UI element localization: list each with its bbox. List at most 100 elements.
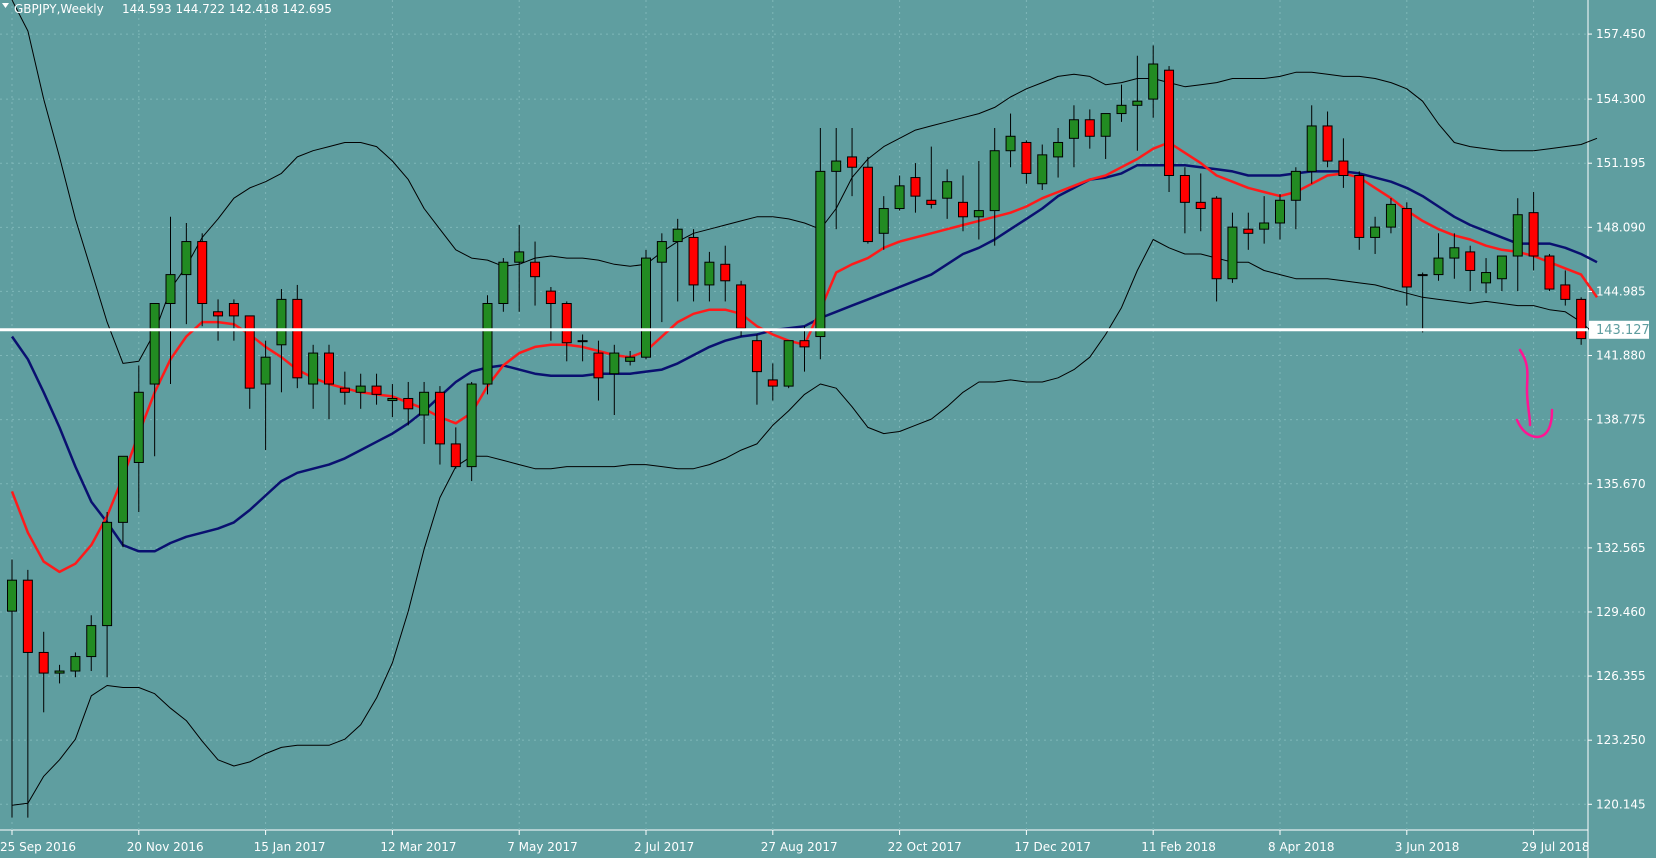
candle-body: [387, 397, 398, 402]
candle: [466, 381, 477, 482]
candle: [751, 334, 762, 405]
candle-body: [767, 379, 778, 387]
candle-body: [165, 274, 176, 305]
candle: [815, 128, 826, 360]
candle: [1385, 198, 1396, 234]
candle: [324, 344, 334, 420]
candle-body: [910, 177, 921, 197]
candle-body: [197, 241, 208, 305]
x-tick-label: 20 Nov 2016: [127, 840, 204, 854]
y-tick-label: 129.460: [1596, 605, 1646, 619]
candle-body: [942, 181, 953, 199]
candle-body: [720, 263, 731, 282]
candle-body: [1227, 226, 1238, 280]
candle: [276, 289, 287, 393]
candle: [1211, 196, 1222, 302]
candle-body: [1560, 284, 1571, 300]
candle: [1322, 111, 1333, 168]
candle: [1449, 233, 1460, 279]
candle: [1259, 196, 1270, 244]
candle-body: [1370, 226, 1381, 238]
x-tick-label: 22 Oct 2017: [888, 840, 962, 854]
symbol-title: GBPJPY,Weekly: [14, 2, 104, 16]
x-tick-label: 29 Jul 2018: [1522, 840, 1590, 854]
candle: [1116, 84, 1127, 122]
candle-body: [371, 385, 382, 395]
x-tick-label: 7 May 2017: [507, 840, 578, 854]
candle: [1021, 140, 1032, 184]
candle: [831, 128, 842, 230]
candle-body: [878, 208, 889, 234]
candle: [54, 664, 65, 684]
candle-body: [1306, 125, 1317, 172]
candle: [371, 373, 382, 405]
candle: [894, 175, 905, 211]
candle-body: [308, 352, 319, 385]
candle-body: [1401, 208, 1412, 288]
candle: [973, 161, 984, 240]
candle-body: [958, 201, 968, 218]
candle-body: [1037, 154, 1048, 185]
candle: [498, 258, 509, 312]
price-line: 143.127: [0, 320, 1650, 339]
candle-body: [276, 298, 287, 346]
candle-body: [530, 261, 541, 278]
candle-body: [54, 670, 65, 674]
candle-body: [973, 210, 984, 218]
chart-header: GBPJPY,Weekly 144.593 144.722 142.418 14…: [2, 2, 332, 16]
candle: [1370, 216, 1381, 254]
candle: [862, 156, 873, 244]
candle: [70, 652, 81, 678]
candle: [1465, 245, 1476, 292]
candle: [1354, 171, 1365, 250]
candle: [942, 169, 953, 219]
candle: [482, 295, 493, 395]
candle-body: [1481, 272, 1492, 284]
candle-body: [1259, 222, 1270, 230]
candle-body: [641, 257, 651, 358]
y-tick-label: 144.985: [1596, 284, 1646, 298]
candle: [1179, 167, 1190, 234]
candle-body: [228, 303, 239, 317]
candle-body: [1465, 251, 1476, 271]
y-tick-label: 154.300: [1596, 92, 1646, 106]
candle-body: [324, 352, 334, 385]
candle-body: [593, 352, 604, 379]
candle: [1576, 297, 1587, 345]
candle: [1068, 105, 1079, 168]
candle-body: [403, 397, 414, 410]
candle: [197, 233, 208, 327]
candle: [545, 286, 556, 341]
candle-body: [751, 340, 762, 373]
candle: [1243, 212, 1254, 250]
candle-body: [1005, 135, 1016, 152]
candle: [1560, 270, 1571, 306]
candle-body: [1290, 170, 1301, 201]
pink-arrow-annotation: [1515, 348, 1554, 439]
candle: [1433, 233, 1444, 281]
x-tick-label: 25 Sep 2016: [0, 840, 76, 854]
candle-body: [450, 443, 461, 468]
candle: [1290, 167, 1301, 230]
price-line-label-box: [1589, 320, 1649, 339]
candle: [355, 373, 366, 409]
candle: [641, 249, 651, 360]
candle: [625, 350, 636, 366]
candle-body: [1068, 119, 1079, 139]
ohlc-values: 144.593 144.722 142.418 142.695: [122, 2, 332, 16]
candle: [1227, 212, 1238, 283]
candle-body: [117, 455, 128, 523]
candle: [577, 334, 588, 362]
candle: [1100, 113, 1111, 159]
candle-body: [1417, 274, 1428, 277]
candle-body: [736, 284, 747, 329]
candle: [1164, 66, 1175, 193]
candle-body: [355, 385, 366, 393]
candle: [736, 280, 747, 337]
candle: [434, 386, 445, 465]
y-tick-label: 126.355: [1596, 669, 1646, 683]
candle-body: [339, 387, 350, 393]
candle-body: [783, 340, 794, 387]
collapse-triangle-icon[interactable]: [2, 3, 9, 8]
